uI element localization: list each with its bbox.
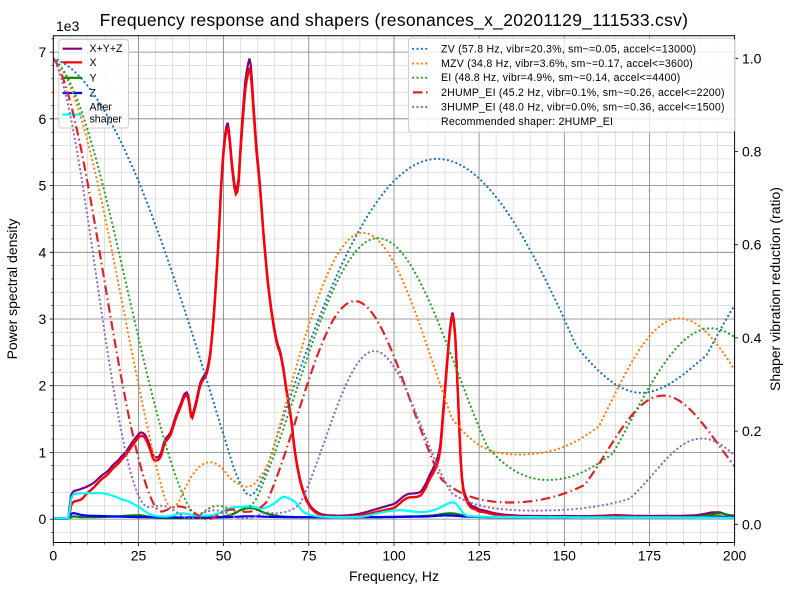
- svg-text:1.0: 1.0: [742, 50, 762, 66]
- svg-text:3HUMP_EI (48.0 Hz, vibr=0.0%,: 3HUMP_EI (48.0 Hz, vibr=0.0%, sm~=0.36, …: [441, 102, 725, 114]
- svg-text:X+Y+Z: X+Y+Z: [90, 43, 124, 55]
- svg-text:Y: Y: [90, 72, 97, 84]
- svg-text:Shaper vibration reduction (ra: Shaper vibration reduction (ratio): [767, 187, 783, 391]
- svg-text:MZV (34.8 Hz, vibr=3.6%, sm~=0: MZV (34.8 Hz, vibr=3.6%, sm~=0.17, accel…: [441, 58, 693, 70]
- svg-text:shaper: shaper: [90, 114, 123, 126]
- svg-text:0.8: 0.8: [742, 144, 762, 160]
- svg-text:150: 150: [553, 548, 577, 564]
- svg-text:125: 125: [467, 548, 491, 564]
- svg-text:0.6: 0.6: [742, 237, 762, 253]
- svg-text:X: X: [90, 57, 97, 69]
- svg-text:6: 6: [39, 111, 47, 127]
- svg-text:0.0: 0.0: [742, 516, 762, 532]
- svg-text:175: 175: [638, 548, 662, 564]
- svg-text:0: 0: [49, 548, 57, 564]
- svg-text:ZV (57.8 Hz, vibr=20.3%, sm~=0: ZV (57.8 Hz, vibr=20.3%, sm~=0.05, accel…: [441, 43, 696, 55]
- svg-text:Frequency response and shapers: Frequency response and shapers (resonanc…: [100, 10, 689, 31]
- svg-text:25: 25: [131, 548, 147, 564]
- svg-text:5: 5: [39, 178, 47, 194]
- svg-text:50: 50: [216, 548, 232, 564]
- svg-text:Frequency, Hz: Frequency, Hz: [349, 568, 439, 584]
- svg-text:7: 7: [39, 44, 47, 60]
- svg-text:4: 4: [39, 244, 47, 260]
- svg-text:0.2: 0.2: [742, 423, 762, 439]
- svg-text:0: 0: [39, 511, 47, 527]
- svg-text:After: After: [90, 102, 113, 114]
- svg-text:2: 2: [39, 378, 47, 394]
- svg-text:1: 1: [39, 444, 47, 460]
- svg-text:0.4: 0.4: [742, 330, 762, 346]
- svg-text:Power spectral density: Power spectral density: [4, 219, 20, 360]
- svg-text:1e3: 1e3: [56, 18, 80, 34]
- svg-text:75: 75: [301, 548, 317, 564]
- svg-text:EI (48.8 Hz, vibr=4.9%, sm~=0.: EI (48.8 Hz, vibr=4.9%, sm~=0.14, accel<…: [441, 72, 680, 84]
- svg-text:3: 3: [39, 311, 47, 327]
- svg-text:100: 100: [382, 548, 406, 564]
- svg-text:Recommended shaper: 2HUMP_EI: Recommended shaper: 2HUMP_EI: [441, 116, 613, 128]
- svg-text:2HUMP_EI (45.2 Hz, vibr=0.1%,: 2HUMP_EI (45.2 Hz, vibr=0.1%, sm~=0.26, …: [441, 87, 725, 99]
- svg-text:200: 200: [723, 548, 747, 564]
